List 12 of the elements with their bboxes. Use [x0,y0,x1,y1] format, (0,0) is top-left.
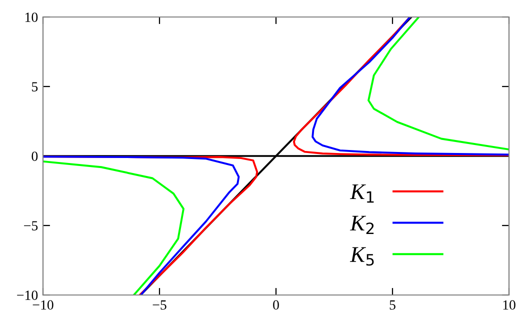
y-tick-label: 10 [25,12,38,22]
x-tick-label: −5 [152,300,166,310]
legend-label: K$_{1}$ [350,184,374,203]
legend-label: K$_{2}$ [350,216,374,234]
x-tick-label: 5 [390,300,396,310]
x-tick-label: 0 [273,300,279,310]
y-tick-label: 5 [32,82,38,92]
y-tick-label: −10 [17,290,38,300]
x-tick-label: 10 [503,300,516,310]
y-tick-label: 0 [32,152,38,161]
y-tick-label: −5 [24,221,38,230]
legend-label: K$_{5}$ [350,247,374,266]
